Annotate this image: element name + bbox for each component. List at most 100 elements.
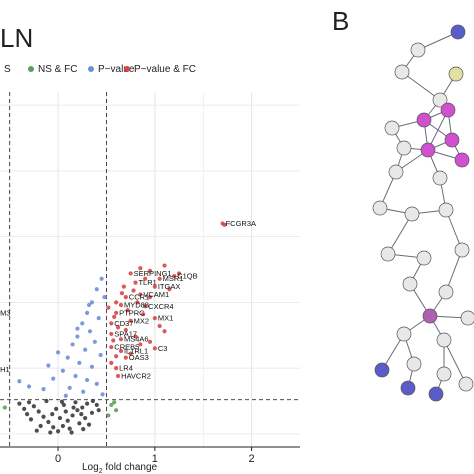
legend-marker-1 (28, 66, 34, 72)
point-0-39 (59, 399, 65, 404)
x-axis-label-sub: 2 (99, 468, 103, 474)
gene-label-creb5: CREB5 (114, 343, 139, 352)
point-2-30 (46, 363, 51, 368)
point-3-3 (157, 276, 162, 281)
point-3-16 (118, 337, 124, 342)
point-0-25 (73, 400, 78, 405)
point-2-20 (67, 385, 72, 390)
point-0-22 (28, 417, 34, 422)
point-2-21 (81, 389, 86, 394)
point-0-34 (90, 398, 96, 404)
point-3-42 (114, 354, 119, 359)
point-2-24 (26, 384, 32, 389)
point-2-6 (87, 329, 93, 334)
network-node-23 (460, 310, 474, 326)
point-3-15 (109, 331, 114, 337)
network-node-22 (422, 308, 438, 324)
point-3-46 (162, 329, 167, 334)
network-node-14 (372, 200, 388, 216)
network-node-16 (438, 202, 454, 218)
point-2-22 (41, 387, 46, 392)
gene-label-havcr2: HAVCR2 (121, 372, 151, 381)
point-3-6 (133, 280, 138, 285)
network-node-18 (416, 250, 432, 266)
point-3-10 (118, 302, 124, 308)
point-2-10 (83, 347, 88, 352)
point-3-28 (131, 288, 136, 293)
network-node-17 (380, 246, 396, 262)
network-node-0 (450, 24, 466, 40)
point-0-3 (65, 418, 70, 423)
network-node-15 (404, 206, 420, 222)
gene-label-myd88: MYD88 (124, 301, 149, 310)
point-0-6 (41, 414, 46, 419)
gene-label-tlr1: TLR1 (138, 278, 156, 287)
gene-label-msr1: MSR1 (163, 274, 184, 283)
point-1-0 (109, 402, 114, 408)
point-3-50 (176, 271, 182, 276)
point-0-33 (81, 427, 86, 432)
point-2-19 (94, 381, 99, 386)
point-0-38 (71, 405, 76, 410)
point-3-38 (123, 327, 128, 333)
network-node-5 (416, 112, 432, 128)
point-0-27 (86, 422, 92, 427)
network-node-26 (374, 362, 390, 378)
point-0-19 (77, 421, 82, 426)
gene-label-itgax: ITGAX (158, 282, 181, 291)
point-0-18 (48, 430, 53, 435)
point-3-4 (152, 284, 157, 289)
gene-label-ptprc: PTPRC (119, 308, 145, 317)
network-node-24 (396, 326, 412, 342)
network-node-4 (432, 92, 448, 108)
network-edge-2 (401, 71, 441, 101)
gene-label-oas3: OAS3 (129, 353, 149, 362)
point-3-7 (138, 292, 143, 297)
network-edge-24 (445, 249, 463, 293)
network-node-12 (388, 164, 404, 180)
point-0-17 (67, 426, 72, 431)
network-node-3 (394, 64, 410, 80)
point-3-33 (167, 287, 172, 292)
network-node-10 (444, 132, 460, 148)
point-0-0 (55, 429, 61, 434)
point-3-30 (135, 300, 140, 305)
point-3-36 (141, 312, 146, 317)
point-0-13 (89, 410, 95, 415)
point-2-13 (77, 360, 82, 365)
point-3-17 (152, 346, 157, 351)
point-3-39 (133, 334, 138, 339)
point-0-36 (79, 412, 84, 417)
point-0-11 (84, 401, 90, 406)
point-2-25 (17, 379, 22, 384)
point-3-21 (114, 366, 119, 371)
network-node-19 (454, 242, 470, 258)
point-3-5 (128, 271, 133, 276)
cutoff-lines (0, 92, 300, 447)
point-2-9 (70, 342, 75, 347)
legend: S NS & FC P−value P−value & FC (4, 64, 196, 75)
point-3-25 (147, 268, 153, 273)
point-3-47 (147, 339, 153, 344)
point-3-44 (109, 360, 114, 365)
legend-label-0: S (4, 64, 11, 75)
network-node-9 (420, 142, 436, 158)
point-0-26 (44, 398, 49, 404)
point-2-2 (89, 300, 95, 305)
point-0-5 (70, 413, 75, 418)
panel-a-title: LN (0, 23, 33, 53)
point-3-34 (125, 308, 130, 313)
point-3-1 (222, 222, 227, 227)
point-0-32 (34, 428, 39, 433)
point-0-20 (38, 423, 43, 429)
x-tick-label-2: 2 (249, 453, 255, 465)
x-tick-label-1: 1 (152, 453, 158, 465)
point-0-29 (17, 401, 22, 406)
point-2-4 (96, 316, 101, 321)
gene-label-lr4: LR4 (119, 364, 133, 373)
gene-label-spa17: SPA17 (114, 329, 137, 338)
point-3-26 (162, 263, 167, 268)
legend-label-1: NS & FC (38, 64, 77, 75)
gene-label-ccr1: CCR1 (129, 293, 149, 302)
